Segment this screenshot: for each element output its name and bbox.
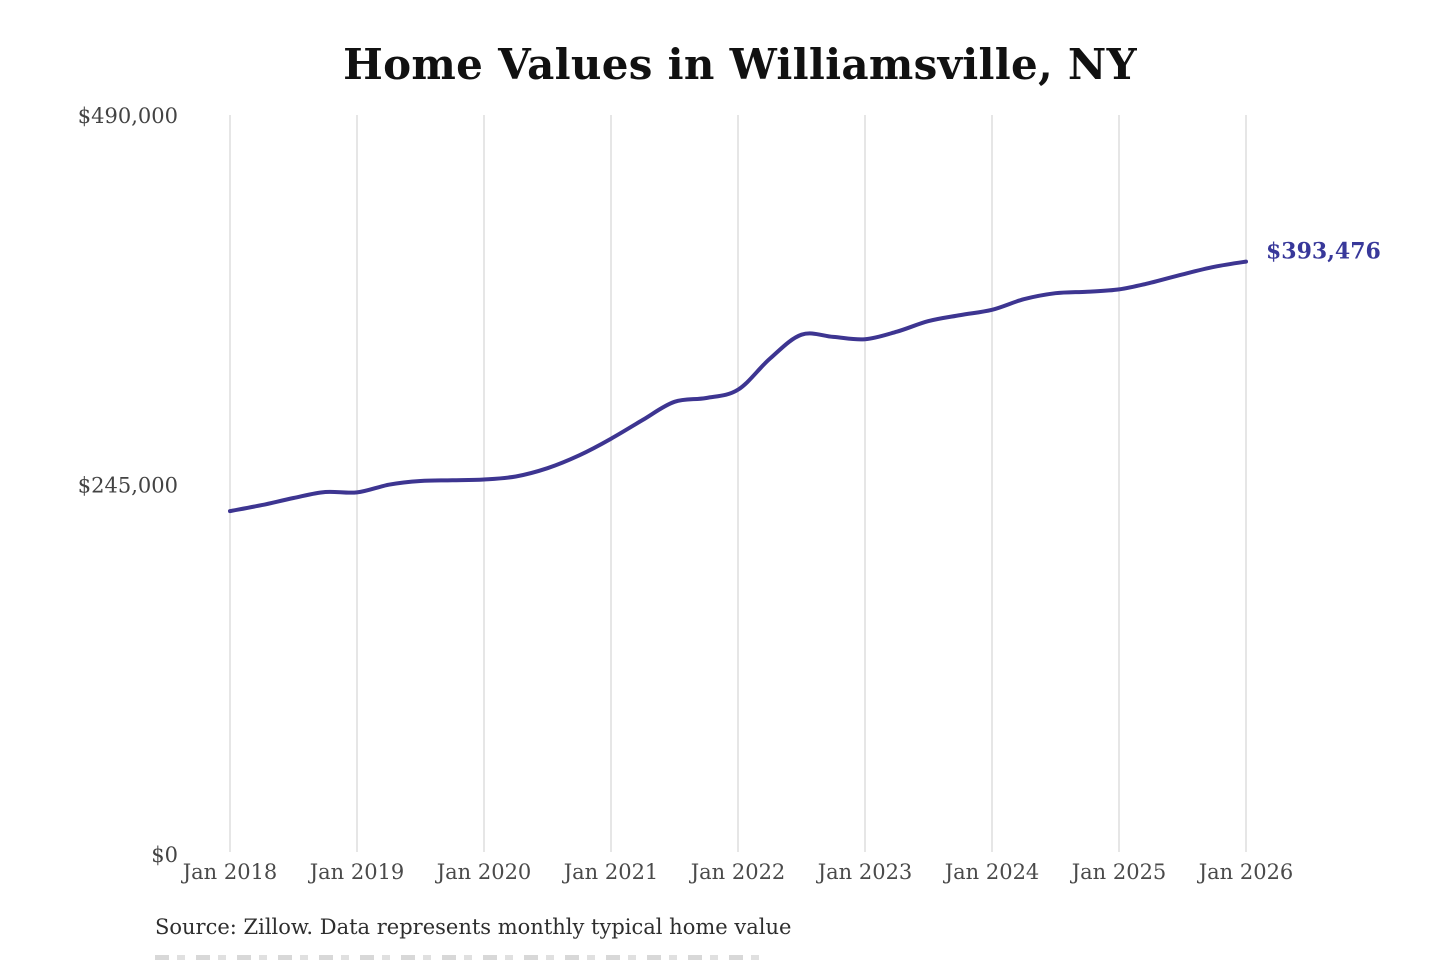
x-axis-label: Jan 2021	[562, 860, 659, 884]
home-value-line	[228, 259, 1248, 514]
chart-title: Home Values in Williamsville, NY	[343, 40, 1137, 89]
y-axis-label: $245,000	[78, 474, 178, 498]
x-axis-label: Jan 2022	[689, 860, 786, 884]
source-note: Source: Zillow. Data represents monthly …	[155, 915, 792, 939]
x-axis-label: Jan 2019	[308, 860, 405, 884]
x-axis-labels: Jan 2018 Jan 2019 Jan 2020 Jan 2021 Jan 2022…	[181, 860, 1294, 884]
cropped-text-remnant	[155, 955, 765, 960]
current-value-label: $393,476	[1266, 239, 1381, 265]
y-axis-label: $490,000	[78, 104, 178, 128]
y-axis-label: $0	[151, 843, 178, 867]
gridlines	[229, 115, 1247, 852]
x-axis-label: Jan 2026	[1197, 860, 1294, 884]
x-axis-label: Jan 2020	[435, 860, 532, 884]
x-axis-label: Jan 2025	[1070, 860, 1167, 884]
x-axis-label: Jan 2023	[816, 860, 913, 884]
x-axis-label: Jan 2024	[943, 860, 1040, 884]
x-axis-label: Jan 2018	[181, 860, 278, 884]
y-axis-labels: $0 $245,000 $490,000	[78, 104, 178, 867]
